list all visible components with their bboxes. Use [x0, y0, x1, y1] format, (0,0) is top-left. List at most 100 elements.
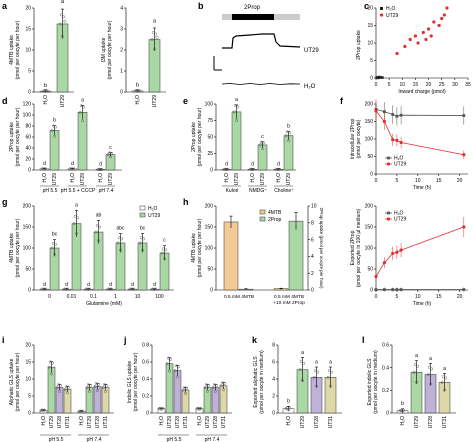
panel-j-point [199, 406, 203, 410]
panel-i-point [66, 391, 69, 395]
panel-h2-legend-marker [387, 211, 390, 215]
panel-letter-k: k [252, 335, 258, 345]
panel-l-x-label: H₂O [400, 416, 406, 426]
panel-d-point [51, 124, 55, 128]
panel-j-bar [165, 363, 174, 414]
panel-h2-y-tick-label: 0 [370, 288, 373, 294]
panel-f-x-tick-label: 15 [436, 178, 442, 184]
panel-a2-point [138, 89, 142, 93]
panel-h2-point [395, 288, 399, 291]
panel-d-y-tick-label: 60 [25, 135, 31, 141]
panel-g-point [142, 237, 146, 241]
panel-e-point [225, 168, 228, 171]
panel-f-y-tick-label: 50 [367, 154, 373, 160]
panel-e-y-tick-label: 25 [207, 151, 213, 157]
panel-g-point [116, 241, 120, 245]
panel-l-point [441, 375, 445, 379]
panel-a-point [46, 89, 50, 93]
panel-e-point [262, 141, 266, 145]
panel-e-sig: a [235, 97, 238, 103]
panel-a2-y-tick-label: 2 [120, 48, 123, 54]
panel-a2-sig: b [136, 83, 139, 89]
panel-a-sig: b [44, 83, 47, 89]
panel-h2-x-tick-label: 0 [375, 294, 378, 300]
panel-g-x-tick-label: 10 [135, 294, 141, 300]
panel-k-ylabel-unit: (pmol per oocyte in medium) [259, 350, 265, 414]
panel-i-y-tick-label: 10 [25, 377, 31, 383]
panel-a-y-tick-label: 10 [25, 48, 31, 54]
panel-i-ylabel: Aliphatic GLS uptake [9, 358, 15, 405]
panel-i-bar [93, 386, 102, 414]
panel-j-bar [203, 387, 212, 414]
panel-h-legend-swatch [259, 216, 266, 222]
panel-g-point [153, 287, 156, 291]
panel-g-y-tick-label: 200 [23, 204, 32, 210]
panel-e-point [261, 147, 264, 151]
panel-k-point [315, 384, 318, 388]
panel-a-point [63, 19, 67, 23]
panel-i-point [59, 383, 63, 387]
panel-h-group-label: 0.5 mM 4MTB +10 mM 2Prop [273, 294, 305, 306]
panel-d-bar [49, 130, 60, 171]
panel-h2-y-tick-label: 50 [367, 267, 373, 273]
panel-d-sig: d [71, 161, 74, 167]
panel-j-x-label: UT31 [183, 416, 189, 428]
panel-k-sig: a [315, 359, 318, 365]
panel-h-ylabel-unit: (pmol per oocyte per hour) [197, 218, 203, 277]
panel-e-point [233, 104, 237, 107]
panel-g-legend-label: H₂O [148, 206, 158, 212]
panel-f-x-tick-label: 20 [457, 178, 463, 184]
panel-i-point [58, 389, 61, 393]
panel-h2-point [399, 288, 403, 291]
panel-j-bar [173, 370, 182, 414]
panel-e-point [252, 167, 256, 171]
panel-k-x-label: UT29 [300, 416, 306, 428]
panel-e-bar [283, 135, 294, 171]
panel-l-sig: b [401, 401, 404, 407]
panel-k-y-tick-label: 6 [272, 360, 275, 366]
panel-g-point [163, 257, 166, 260]
panel-e-point [236, 105, 240, 109]
panel-i-point [55, 386, 59, 389]
panel-letter-c: c [364, 1, 369, 11]
panel-l-point [402, 409, 406, 412]
panel-k-point [327, 369, 331, 373]
panel-g-point [51, 241, 55, 245]
panel-j-y-tick-label: 0.6 [142, 360, 149, 366]
panel-l-point [416, 364, 420, 368]
panel-k-point [288, 406, 292, 410]
panel-i-x-label: UT31 [65, 416, 71, 428]
panel-g-point [66, 287, 70, 291]
panel-f-point [462, 114, 466, 117]
panel-j-group-label: pH 5.5 [167, 437, 182, 442]
panel-k-sig: a [301, 350, 304, 356]
panel-g-ylabel: 4MTB uptake [9, 233, 15, 263]
panel-d-sig: a [81, 97, 84, 103]
panel-f-y-tick-label: 200 [365, 102, 374, 108]
panel-c-y-tick-label: 20 [367, 6, 373, 12]
panel-h2-xlabel: Time (h) [413, 301, 432, 307]
panel-a2-point [154, 32, 158, 36]
panel-g-sig: d [131, 282, 134, 288]
panel-i-bar [47, 366, 56, 414]
panel-h2-point [395, 250, 399, 254]
panel-j-group-label: pH 7.4 [205, 437, 220, 442]
panel-c-legend-marker-ut29 [379, 13, 384, 17]
panel-g-point [109, 287, 112, 291]
panel-h-right-tick-label: 10 [311, 204, 317, 210]
panel-letter-a: a [2, 1, 8, 11]
panel-d-point [99, 168, 102, 171]
panel-a2-y-tick-label: 4 [120, 6, 123, 12]
panel-h-right-ylabel: 2Prop uptake (pmol per oocyte per hour) [319, 207, 324, 289]
panel-g-ylabel-unit: (pmol per oocyte per hour) [15, 218, 21, 277]
panel-k-point [301, 379, 304, 382]
panel-c-x-tick-label: 0 [375, 82, 378, 88]
panel-a2-point [155, 35, 159, 39]
panel-d-point [109, 155, 112, 159]
panel-d-ylabel-unit: (pmol per oocyte per hour) [15, 107, 21, 166]
panel-g-point [87, 287, 90, 291]
panel-l-x-label: UT29 [414, 416, 420, 428]
panel-e-y-tick-label: 75 [207, 118, 213, 124]
panel-i-point [101, 386, 105, 389]
panel-g-point [132, 287, 136, 291]
